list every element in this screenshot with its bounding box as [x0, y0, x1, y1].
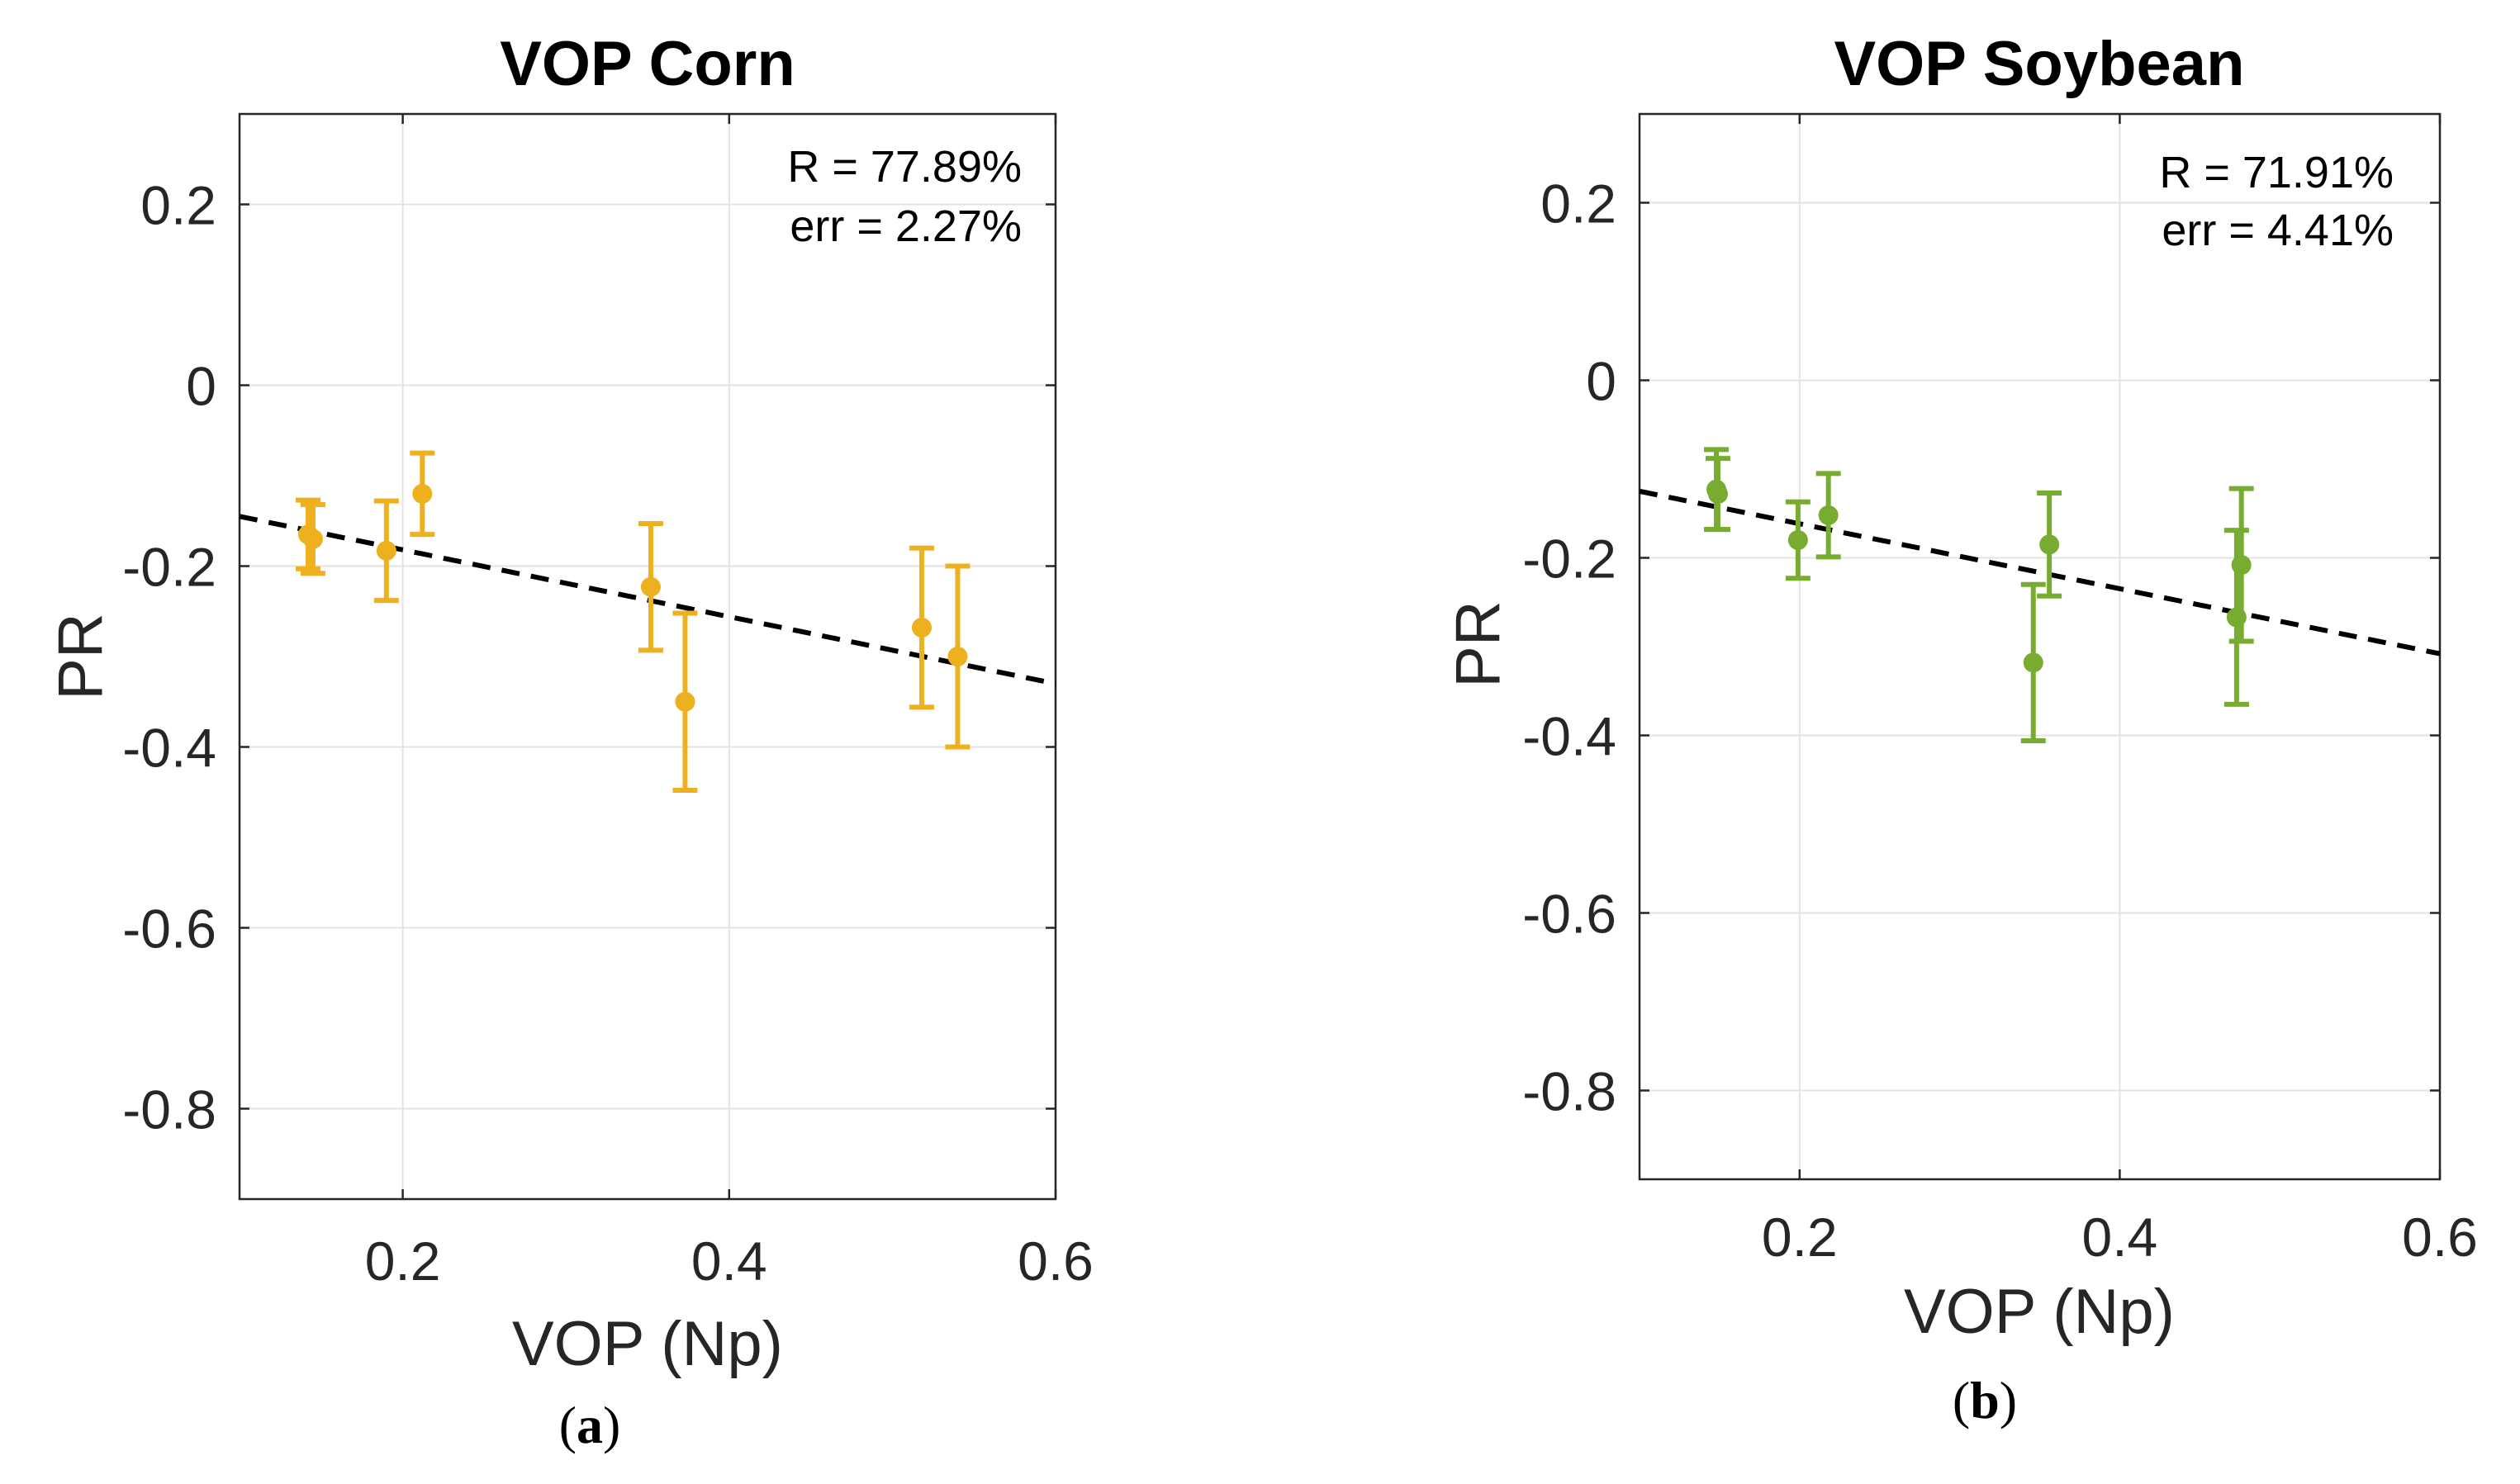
chart-title: VOP Soybean — [1834, 29, 2244, 99]
y-axis-label: PR — [1444, 600, 1514, 688]
plot-frame — [238, 112, 1057, 1201]
regression-line — [239, 514, 1056, 686]
data-point — [947, 647, 968, 666]
x-tick-label: 0.4 — [691, 1230, 767, 1292]
panel-label-letter: a — [577, 1396, 603, 1454]
plot-frame — [1638, 112, 2442, 1181]
err-annotation: err = 4.41% — [2162, 206, 2394, 255]
y-tick-label: 0 — [186, 356, 216, 417]
data-point — [1707, 484, 1728, 505]
x-tick-label: 0.4 — [2082, 1207, 2158, 1268]
y-tick-label: -0.6 — [1522, 884, 1616, 945]
y-tick-label: -0.2 — [122, 537, 216, 598]
panel-soybean: 0.2 0.4 0.6 0.2 0 -0.2 -0.4 -0.6 -0.8 VOP Soybean… — [1444, 29, 2478, 1429]
r-annotation: R = 77.89% — [787, 142, 1022, 192]
x-tick-label: 0.2 — [365, 1230, 441, 1292]
y-tick-label: -0.4 — [122, 718, 216, 779]
y-tick-label: 0.2 — [1540, 173, 1616, 235]
panel-label: (a) — [559, 1396, 621, 1454]
y-tick-label: 0 — [1586, 351, 1616, 412]
chart-title: VOP Corn — [500, 29, 795, 99]
panel-label-open: ( — [1953, 1371, 1970, 1429]
data-point — [302, 529, 323, 549]
panel-corn: 0.2 0.4 0.6 0.2 0 -0.2 -0.4 -0.6 -0.8 VOP Corn VOP… — [46, 29, 1094, 1454]
data-point — [2023, 652, 2043, 673]
x-axis-label: VOP (Np) — [1904, 1277, 2175, 1347]
data-point — [675, 691, 695, 712]
y-tick-label: -0.8 — [122, 1079, 216, 1140]
y-tick-label: -0.6 — [122, 898, 216, 960]
r-annotation: R = 71.91% — [2159, 148, 2394, 197]
err-annotation: err = 2.27% — [790, 202, 1022, 251]
panel-label: (b) — [1953, 1371, 2017, 1429]
y-tick-label: -0.8 — [1522, 1061, 1616, 1122]
x-tick-label: 0.6 — [2402, 1207, 2478, 1268]
y-tick-label: 0.2 — [140, 175, 216, 236]
data-point — [2231, 555, 2252, 576]
data-point — [640, 576, 661, 597]
data-point — [911, 617, 932, 638]
data-point — [1818, 505, 1839, 525]
panel-label-close: ) — [603, 1396, 620, 1454]
data-point — [412, 483, 433, 504]
panel-label-letter: b — [1970, 1371, 2000, 1429]
x-axis-label: VOP (Np) — [512, 1309, 783, 1379]
data-point — [376, 540, 396, 561]
x-tick-label: 0.2 — [1762, 1207, 1838, 1268]
x-tick-label: 0.6 — [1018, 1230, 1094, 1292]
y-axis-label: PR — [46, 613, 116, 700]
regression-line — [1639, 488, 2441, 657]
panel-label-close: ) — [2000, 1371, 2017, 1429]
data-point — [1787, 530, 1808, 550]
data-point — [2039, 534, 2060, 555]
panel-label-open: ( — [559, 1396, 577, 1454]
y-tick-label: -0.4 — [1522, 706, 1616, 767]
y-tick-label: -0.2 — [1522, 529, 1616, 590]
